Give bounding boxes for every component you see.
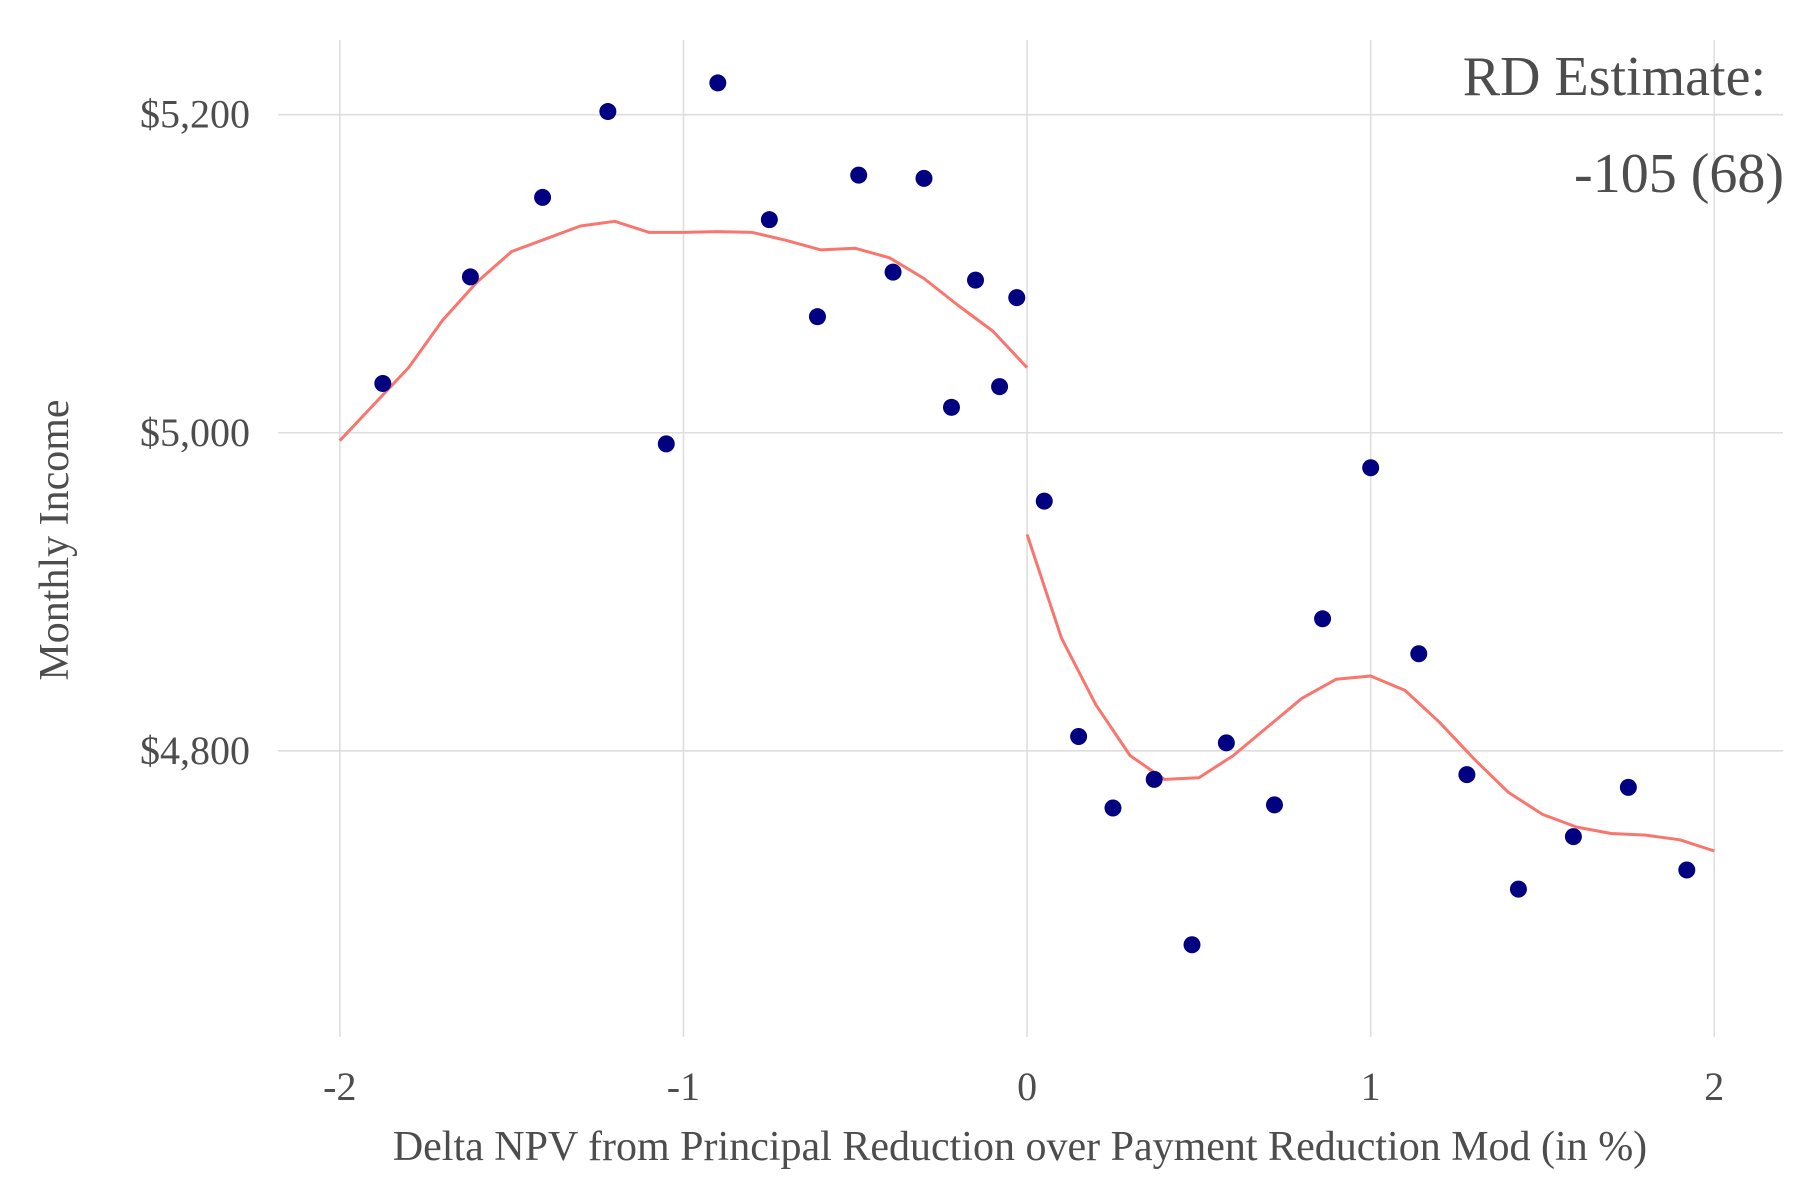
data-point (1509, 880, 1527, 898)
data-point (1035, 492, 1053, 510)
y-axis-title: Monthly Income (32, 399, 78, 680)
data-point (850, 166, 868, 184)
data-point (942, 398, 960, 416)
data-point (1104, 799, 1122, 817)
rd-estimate-label: RD Estimate: (1463, 46, 1766, 108)
data-point (1314, 610, 1332, 628)
data-point (1217, 734, 1235, 752)
y-axis-ticks: $4,800 $5,000 $5,200 (140, 92, 250, 773)
x-tick-label: 1 (1361, 1064, 1381, 1109)
y-tick-label: $4,800 (140, 728, 250, 773)
data-point (1008, 289, 1026, 307)
data-point (374, 374, 392, 392)
data-point (808, 308, 826, 326)
data-point (1458, 766, 1476, 784)
data-point (534, 188, 552, 206)
scatter-points (374, 74, 1696, 954)
fit-line-right (1025, 534, 1715, 853)
data-point (599, 103, 617, 121)
data-point (657, 435, 675, 453)
data-point (760, 211, 778, 229)
x-axis-title: Delta NPV from Principal Reduction over … (393, 1124, 1647, 1170)
grid (278, 40, 1783, 1037)
fit-lines (338, 219, 1715, 853)
data-point (1145, 770, 1163, 788)
x-tick-label: 0 (1017, 1064, 1037, 1109)
data-point (709, 74, 727, 92)
fit-line-left (338, 219, 1029, 442)
data-point (991, 378, 1009, 396)
data-point (1410, 645, 1428, 663)
x-axis-ticks: -2 -1 0 1 2 (323, 1064, 1724, 1109)
y-tick-label: $5,200 (140, 92, 250, 137)
x-tick-label: -2 (323, 1064, 356, 1109)
data-point (915, 169, 933, 187)
data-point (967, 271, 985, 289)
data-point (884, 263, 902, 281)
data-point (1183, 936, 1201, 954)
data-point (1564, 828, 1582, 846)
data-point (461, 268, 479, 286)
x-tick-label: -1 (667, 1064, 700, 1109)
data-point (1619, 778, 1637, 796)
data-point (1265, 796, 1283, 814)
data-point (1362, 459, 1380, 477)
data-point (1070, 727, 1088, 745)
x-tick-label: 2 (1704, 1064, 1724, 1109)
data-point (1678, 861, 1696, 879)
y-tick-label: $5,000 (140, 410, 250, 455)
rd-estimate-value: -105 (68) (1574, 143, 1784, 205)
